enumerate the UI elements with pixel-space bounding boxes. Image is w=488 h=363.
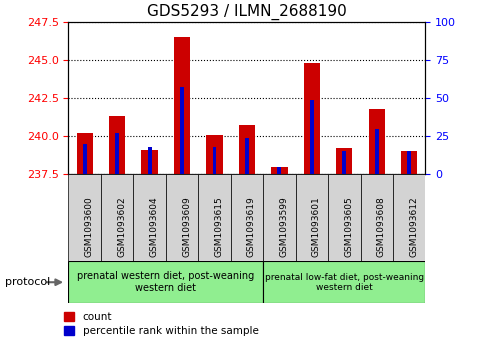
Bar: [407, 151, 410, 174]
Bar: [360, 174, 392, 261]
Bar: [263, 174, 295, 261]
Text: GSM1093615: GSM1093615: [214, 196, 223, 257]
Bar: [374, 129, 378, 174]
Bar: [68, 174, 101, 261]
Bar: [271, 167, 287, 174]
Bar: [238, 126, 255, 174]
Text: protocol: protocol: [5, 277, 50, 287]
Bar: [342, 151, 346, 174]
Title: GDS5293 / ILMN_2688190: GDS5293 / ILMN_2688190: [147, 4, 346, 20]
Text: prenatal low-fat diet, post-weaning
western diet: prenatal low-fat diet, post-weaning west…: [264, 273, 423, 292]
Bar: [147, 147, 151, 174]
Bar: [230, 174, 263, 261]
Bar: [309, 99, 313, 174]
Bar: [165, 174, 198, 261]
Text: GSM1093605: GSM1093605: [344, 196, 352, 257]
Bar: [101, 174, 133, 261]
Bar: [336, 148, 352, 174]
Bar: [295, 174, 327, 261]
Bar: [303, 63, 319, 174]
Bar: [400, 151, 416, 174]
Bar: [180, 87, 183, 174]
Bar: [368, 109, 384, 174]
Bar: [212, 147, 216, 174]
Bar: [115, 133, 119, 174]
Bar: [82, 144, 86, 174]
Bar: [68, 261, 263, 303]
Bar: [244, 138, 248, 174]
Text: GSM1093619: GSM1093619: [246, 196, 255, 257]
Text: GSM1093609: GSM1093609: [182, 196, 191, 257]
Bar: [327, 174, 360, 261]
Text: GSM1093600: GSM1093600: [84, 196, 94, 257]
Bar: [198, 174, 230, 261]
Text: GSM1093612: GSM1093612: [408, 196, 417, 257]
Bar: [141, 150, 158, 174]
Bar: [277, 167, 281, 174]
Text: GSM1093602: GSM1093602: [117, 196, 126, 257]
Text: GSM1093604: GSM1093604: [149, 196, 158, 257]
Text: GSM1093608: GSM1093608: [376, 196, 385, 257]
Bar: [133, 174, 165, 261]
Bar: [77, 133, 93, 174]
Bar: [392, 174, 425, 261]
Text: GSM1093601: GSM1093601: [311, 196, 320, 257]
Bar: [109, 116, 125, 174]
Text: prenatal western diet, post-weaning
western diet: prenatal western diet, post-weaning west…: [77, 272, 254, 293]
Bar: [263, 261, 425, 303]
Bar: [206, 135, 222, 174]
Text: GSM1093599: GSM1093599: [279, 196, 288, 257]
Legend: count, percentile rank within the sample: count, percentile rank within the sample: [64, 312, 258, 336]
Bar: [174, 37, 190, 174]
